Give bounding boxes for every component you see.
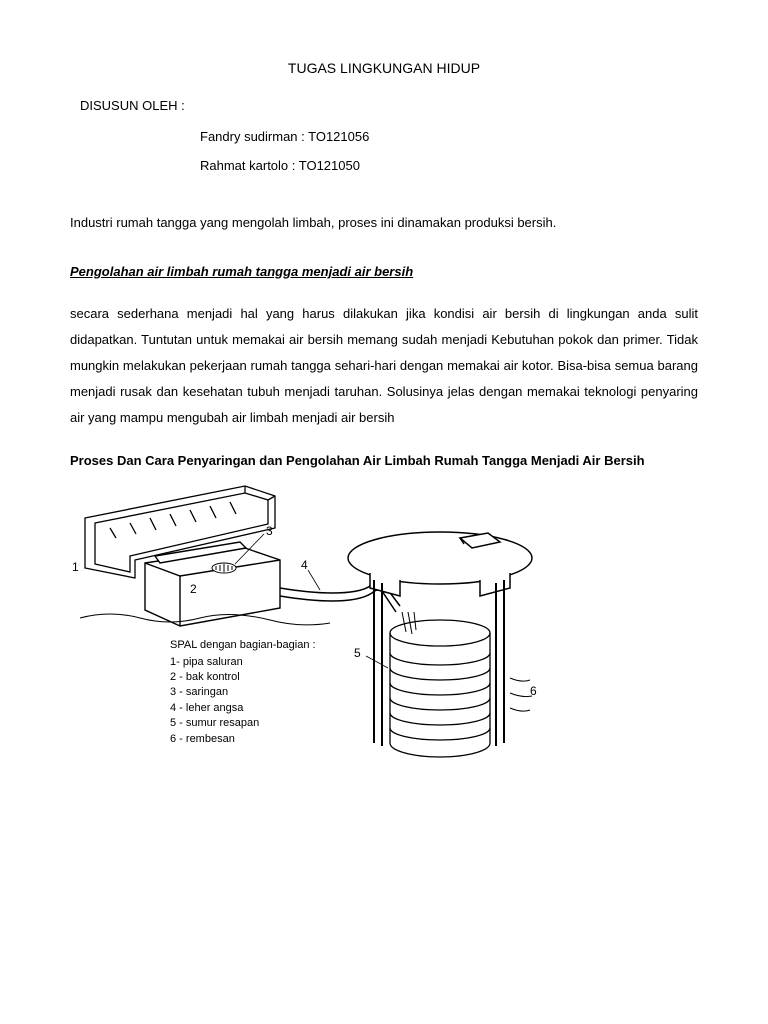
- legend-item-1: 1- pipa saluran: [170, 655, 316, 670]
- author-label: DISUSUN OLEH :: [70, 98, 698, 113]
- body-paragraph: secara sederhana menjadi hal yang harus …: [70, 301, 698, 431]
- spal-diagram: 1 2 3 4 5 6 SPAL dengan bagian-bagian : …: [70, 478, 550, 768]
- diagram-label-1: 1: [72, 560, 79, 574]
- diagram-label-3: 3: [266, 524, 273, 538]
- legend-item-5: 5 - sumur resapan: [170, 716, 316, 731]
- legend-item-3: 3 - saringan: [170, 685, 316, 700]
- section-heading: Pengolahan air limbah rumah tangga menja…: [70, 264, 698, 279]
- author-line-2: Rahmat kartolo : TO121050: [70, 158, 698, 173]
- legend-title: SPAL dengan bagian-bagian :: [170, 638, 316, 653]
- diagram-label-4: 4: [301, 558, 308, 572]
- document-title: TUGAS LINGKUNGAN HIDUP: [70, 60, 698, 76]
- author-line-1: Fandry sudirman : TO121056: [70, 129, 698, 144]
- legend-item-2: 2 - bak kontrol: [170, 670, 316, 685]
- diagram-label-5: 5: [354, 646, 361, 660]
- intro-paragraph: Industri rumah tangga yang mengolah limb…: [70, 213, 698, 234]
- diagram-legend: SPAL dengan bagian-bagian : 1- pipa salu…: [170, 638, 316, 747]
- legend-item-4: 4 - leher angsa: [170, 701, 316, 716]
- diagram-label-2: 2: [190, 582, 197, 596]
- legend-item-6: 6 - rembesan: [170, 732, 316, 747]
- diagram-label-6: 6: [530, 684, 537, 698]
- subsection-heading: Proses Dan Cara Penyaringan dan Pengolah…: [70, 451, 698, 471]
